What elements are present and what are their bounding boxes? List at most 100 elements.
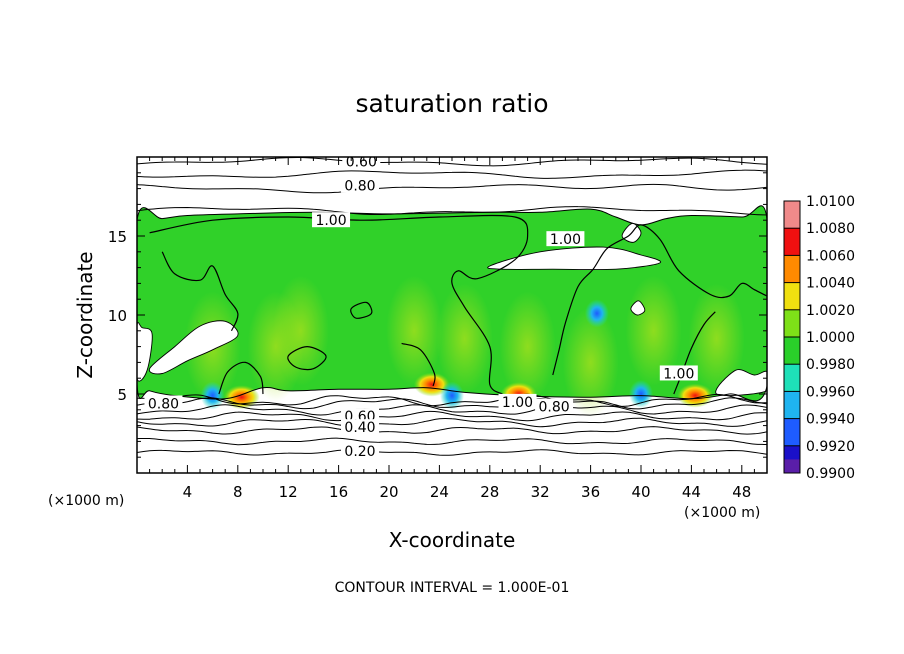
contour-label: 1.00 — [550, 232, 581, 248]
contour-label-bg — [341, 177, 380, 193]
colorbar-label: 0.9900 — [806, 466, 855, 482]
warm-hotspot — [223, 385, 260, 410]
colorbar-swatch — [784, 391, 800, 419]
contour-line-upper — [137, 206, 767, 216]
x-axis: 4 8 12 16 20 24 28 32 36 40 44 48 — [149, 157, 755, 501]
colorbar-swatch — [784, 309, 800, 337]
y-tick-label: 10 — [108, 307, 127, 325]
contour-line-unity — [149, 214, 529, 395]
field-streak — [499, 291, 556, 402]
x-tick-label: 16 — [329, 483, 348, 501]
clear-region — [487, 246, 662, 271]
contour-label-bg — [659, 365, 698, 381]
colorbar-label: 0.9940 — [806, 412, 855, 428]
colorbar-swatch — [784, 337, 800, 365]
x-tick-label: 20 — [379, 483, 398, 501]
contour-label: 0.80 — [538, 400, 569, 416]
x-tick-label: 32 — [531, 483, 550, 501]
contour-label-bg — [144, 395, 183, 411]
contour-label-bg — [498, 393, 537, 409]
colorbar-label: 1.0060 — [806, 248, 855, 264]
colorbar-label: 1.0100 — [806, 194, 855, 210]
contour-line-unity — [161, 251, 239, 332]
x-unit-left: (×1000 m) — [48, 493, 124, 509]
colorbar-label: 0.9920 — [806, 439, 855, 455]
colorbar-swatch — [784, 201, 800, 229]
field-streak — [688, 283, 745, 394]
colorbar: 0.9900 0.9920 0.9940 0.9960 0.9980 1.0000 1.00… — [783, 194, 855, 482]
x-tick-label: 36 — [581, 483, 600, 501]
cool-hotspot — [200, 381, 225, 410]
contour-line-unity — [552, 224, 767, 376]
x-tick-label: 8 — [233, 483, 243, 501]
colorbar-swatch — [784, 459, 800, 473]
contour-line-upper — [137, 157, 767, 167]
contour-label: 1.00 — [502, 395, 533, 411]
plot-area: 0.600.801.001.001.000.800.600.400.201.00… — [137, 155, 767, 473]
contour-label-bg — [546, 231, 585, 247]
colorbar-swatch — [784, 364, 800, 392]
contour-line-lower — [137, 393, 767, 407]
colorbar-swatch — [784, 282, 800, 310]
contour-labels: 0.600.801.001.001.000.800.600.400.201.00… — [144, 155, 698, 460]
field-streak — [436, 283, 493, 394]
contour-interval-note: CONTOUR INTERVAL = 1.000E-01 — [335, 580, 570, 596]
contour-label: 1.00 — [663, 366, 694, 382]
contour-label: 0.80 — [344, 178, 375, 194]
chart-title: saturation ratio — [355, 89, 548, 118]
contour-line-unity — [350, 301, 373, 319]
x-tick-label: 4 — [183, 483, 193, 501]
x-tick-label: 48 — [732, 483, 751, 501]
contour-line-lower — [137, 404, 767, 416]
colorbar-label: 0.9980 — [806, 357, 855, 373]
colorbar-label: 1.0020 — [806, 303, 855, 319]
contour-line-lower — [137, 417, 767, 428]
contour-label-bg — [342, 157, 381, 169]
y-tick-label: 5 — [117, 386, 127, 404]
x-unit-right: (×1000 m) — [684, 505, 760, 521]
cool-hotspot — [629, 380, 653, 408]
x-tick-label: 44 — [682, 483, 701, 501]
cool-hotspot — [440, 381, 464, 410]
contour-lines — [137, 157, 767, 456]
contour-label: 0.20 — [344, 444, 375, 460]
warm-hotspot — [677, 383, 714, 408]
x-axis-label: X-coordinate — [389, 528, 516, 552]
contour-label: 0.80 — [148, 396, 179, 412]
contour-label-bg — [341, 419, 380, 435]
colorbar-label: 0.9960 — [806, 384, 855, 400]
contour-label-bg — [535, 398, 574, 414]
contour-line-lower — [137, 426, 767, 435]
contour-line-lower — [137, 437, 767, 446]
x-tick-label: 40 — [631, 483, 650, 501]
colorbar-label: 1.0040 — [806, 276, 855, 292]
contour-label-bg — [341, 442, 380, 458]
contour-line-upper — [137, 169, 767, 179]
colorbar-label: 1.0000 — [806, 330, 855, 346]
contour-line-upper — [137, 183, 767, 194]
contour-label: 0.40 — [344, 420, 375, 436]
contour-label-bg — [312, 212, 351, 228]
y-tick-label: 15 — [108, 228, 127, 246]
contour-line-unity — [673, 311, 716, 395]
field-streak — [386, 275, 443, 386]
x-tick-label: 28 — [480, 483, 499, 501]
y-axis-label: Z-coordinate — [73, 251, 97, 378]
clear-region — [715, 369, 767, 396]
x-tick-label: 24 — [430, 483, 449, 501]
contour-line-lower — [137, 410, 767, 422]
field-streak — [562, 307, 619, 418]
colorbar-swatch — [784, 418, 800, 446]
y-axis: 5 10 15 — [108, 172, 767, 458]
contour-line-unity — [287, 345, 327, 371]
colorbar-label: 1.0080 — [806, 221, 855, 237]
field-streak — [272, 275, 329, 386]
contour-label: 1.00 — [315, 213, 346, 229]
contour-line-unity — [401, 342, 436, 387]
colorbar-swatch — [784, 255, 800, 283]
clear-region — [137, 322, 153, 382]
clear-region — [630, 300, 646, 316]
contour-label: 0.60 — [346, 155, 377, 171]
clear-region — [148, 320, 239, 375]
